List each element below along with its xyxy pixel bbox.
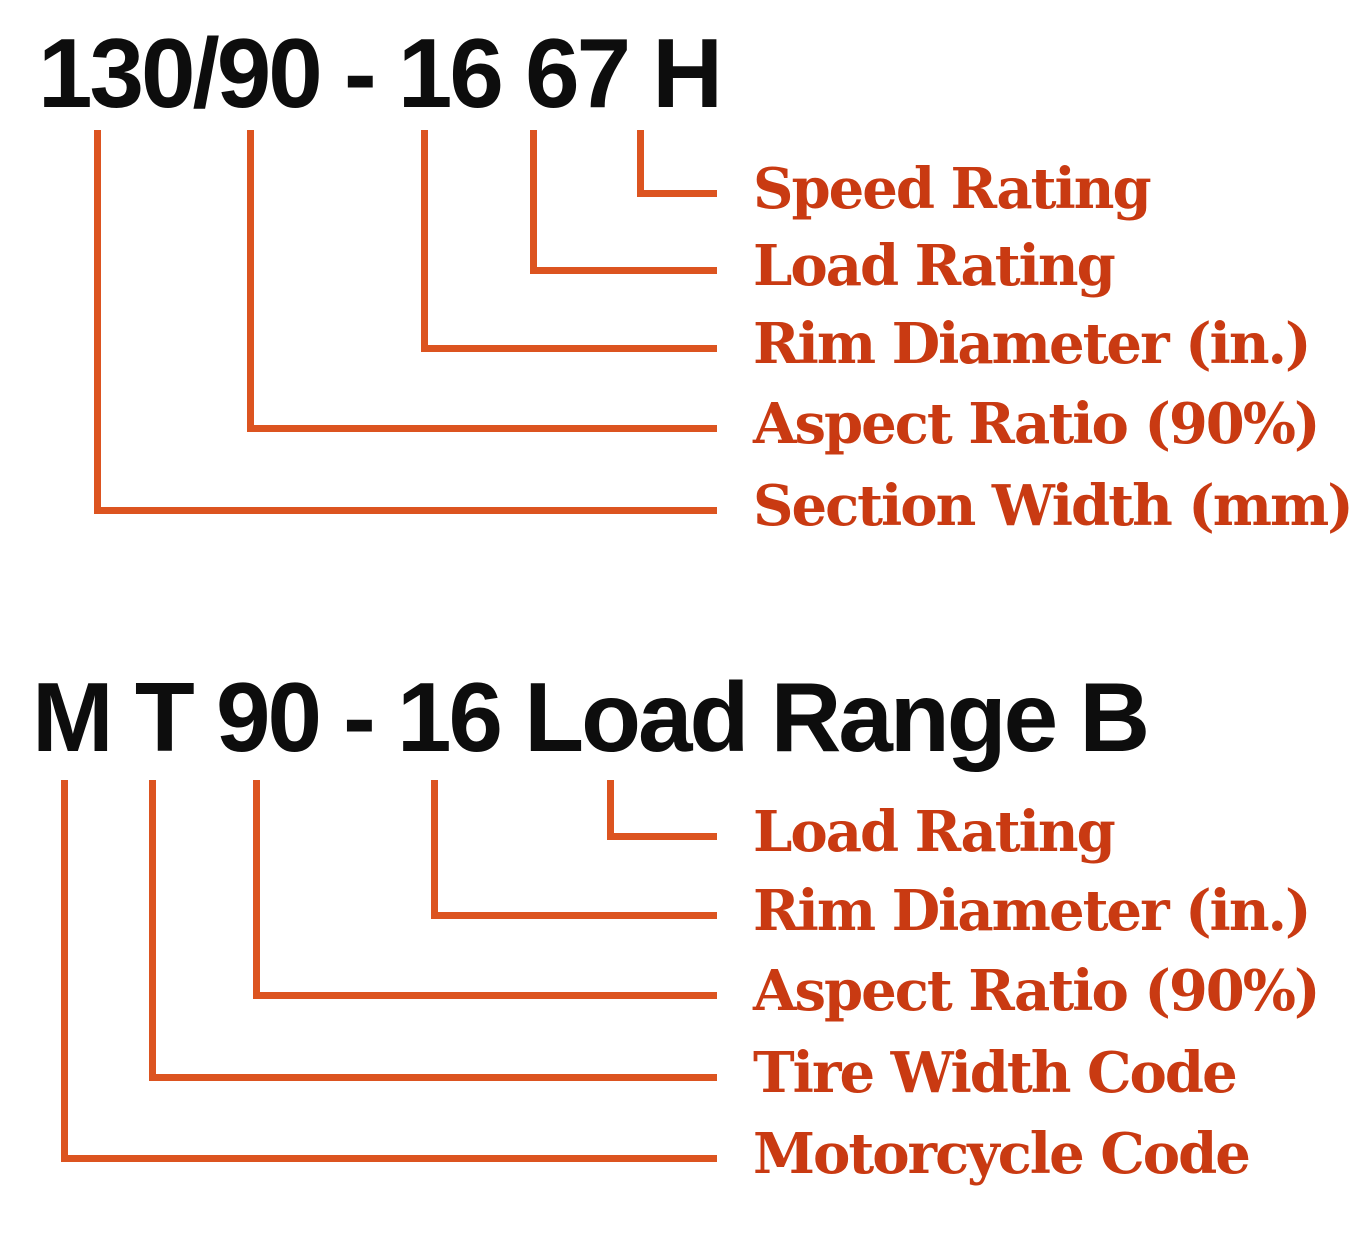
connector-aspect-ratio bbox=[247, 130, 717, 432]
label-aspect-ratio-alpha: Aspect Ratio (90%) bbox=[753, 958, 1320, 1024]
label-motorcycle-code: Motorcycle Code bbox=[753, 1121, 1251, 1187]
connector-aspect-ratio-alpha bbox=[253, 780, 717, 999]
connector-load-rating-alpha bbox=[607, 780, 717, 840]
connector-motorcycle-code bbox=[61, 780, 717, 1162]
label-aspect-ratio: Aspect Ratio (90%) bbox=[753, 391, 1320, 457]
label-section-width: Section Width (mm) bbox=[753, 473, 1352, 539]
connector-speed-rating bbox=[637, 130, 717, 197]
connector-tire-width-code bbox=[149, 780, 717, 1081]
connector-rim-diameter-alpha bbox=[431, 780, 717, 919]
label-load-rating: Load Rating bbox=[753, 233, 1116, 299]
connector-load-rating bbox=[530, 130, 717, 274]
label-speed-rating: Speed Rating bbox=[753, 156, 1152, 222]
label-rim-diameter-alpha: Rim Diameter (in.) bbox=[753, 878, 1312, 944]
connector-rim-diameter bbox=[421, 130, 717, 352]
alpha-tire-code-heading: M T 90 - 16 Load Range B bbox=[32, 662, 1150, 772]
label-tire-width-code: Tire Width Code bbox=[753, 1040, 1238, 1106]
metric-tire-code-heading: 130/90 - 16 67 H bbox=[38, 18, 723, 128]
label-rim-diameter: Rim Diameter (in.) bbox=[753, 311, 1312, 377]
connector-section-width bbox=[94, 130, 717, 514]
label-load-rating-alpha: Load Rating bbox=[753, 799, 1116, 865]
